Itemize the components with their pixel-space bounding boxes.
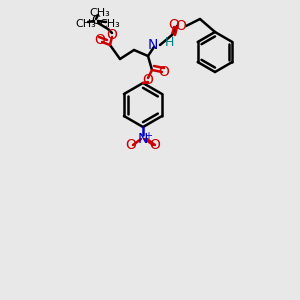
Text: N: N — [138, 132, 148, 146]
Text: O: O — [176, 19, 186, 33]
Text: -: - — [129, 142, 133, 155]
Text: N: N — [148, 38, 158, 52]
Text: CH₃: CH₃ — [76, 19, 96, 29]
Text: CH₃: CH₃ — [100, 19, 120, 29]
Text: O: O — [106, 28, 117, 42]
Text: C: C — [92, 14, 100, 28]
Text: CH₃: CH₃ — [90, 8, 110, 18]
Text: O: O — [159, 65, 170, 79]
Text: O: O — [142, 73, 153, 87]
Text: O: O — [150, 138, 160, 152]
Text: +: + — [144, 131, 152, 141]
Text: O: O — [126, 138, 136, 152]
Text: O: O — [169, 18, 179, 32]
Text: H: H — [165, 37, 174, 50]
Text: O: O — [94, 33, 105, 47]
